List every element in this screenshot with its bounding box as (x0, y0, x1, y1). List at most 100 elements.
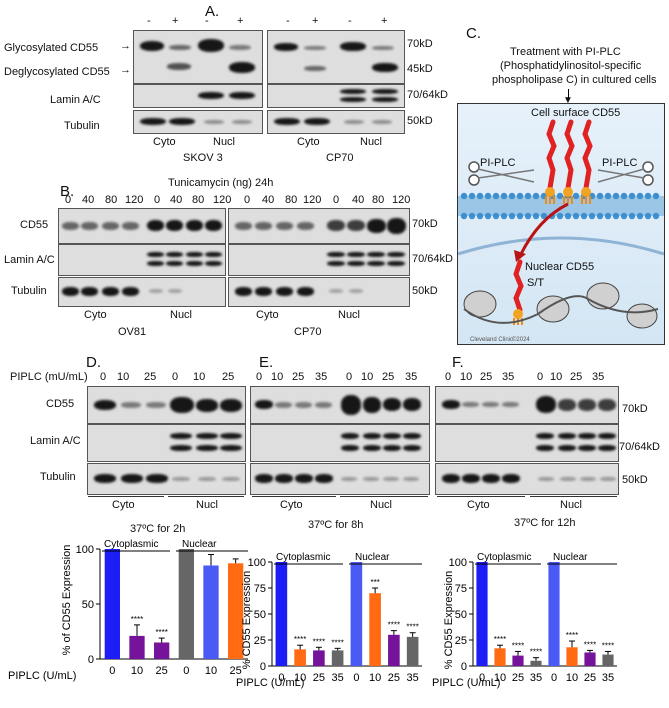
dose-label: 10 (193, 371, 206, 383)
row-label-lamin: Lamin A/C (4, 254, 55, 266)
row-label-tubulin: Tubulin (64, 120, 100, 132)
dose-label: 80 (372, 194, 385, 206)
significance-label: **** (530, 648, 542, 657)
significance-label: **** (331, 638, 343, 647)
x-tick-label: 10 (494, 672, 506, 684)
dose-label: 120 (213, 194, 232, 206)
significance-label: **** (294, 635, 306, 644)
tunicamycin-header: Tunicamycin (ng) (168, 177, 252, 189)
dose-label: 35 (502, 371, 515, 383)
significance-label: **** (584, 640, 596, 649)
fraction-label: Cyto (256, 309, 279, 321)
x-tick-label: 10 (566, 672, 578, 684)
bar (388, 634, 400, 666)
bar (331, 650, 344, 666)
mw-label: 70kD (407, 38, 433, 50)
bar (494, 648, 506, 666)
bar (548, 562, 560, 666)
fraction-label: Nucl (370, 499, 393, 511)
dose-label: 40 (82, 194, 95, 206)
x-tick-label: 10 (294, 672, 306, 684)
y-tick-label: 100 (76, 544, 94, 556)
cell-line-label: CP70 (326, 152, 354, 164)
dose-label: 120 (392, 194, 411, 206)
fraction-label: Nucl (170, 309, 193, 321)
dose-label: 10 (361, 371, 374, 383)
group-label-nuclear: Nuclear (355, 552, 390, 563)
bar (584, 652, 596, 666)
dose-label: 0 (445, 371, 452, 383)
dose-label: 10 (117, 371, 130, 383)
significance-label: **** (388, 621, 400, 630)
dose-label: 80 (285, 194, 298, 206)
significance-label: *** (370, 578, 379, 587)
fraction-label: Cyto (84, 309, 107, 321)
dose-label: 40 (170, 194, 183, 206)
x-tick-label: 0 (278, 672, 284, 684)
bar (203, 565, 219, 659)
treatment-title: Treatment with PI-PLC (510, 46, 621, 58)
x-tick-label: 35 (332, 672, 344, 684)
blot-d-lamin (87, 424, 246, 462)
blot-e-tubulin (250, 463, 430, 495)
dose-label: 0 (537, 371, 544, 383)
blot-b-cd55-right (228, 208, 410, 244)
x-tick-label: 25 (388, 672, 400, 684)
significance-label: **** (494, 635, 506, 644)
bar (154, 642, 170, 659)
x-tick-label: 35 (407, 672, 419, 684)
blot-a-cd55-right (267, 30, 405, 84)
treatment-title: phospholipase C) in cultured cells (492, 74, 657, 86)
y-tick-label: 25 (455, 635, 467, 647)
x-axis-label: PIPLC (U/mL) (8, 670, 76, 682)
blot-b-lamin-left (58, 244, 226, 276)
enzyme-label: PI-PLC (602, 157, 638, 169)
mw-label: 70/64kD (407, 89, 448, 101)
blot-e-lamin (250, 424, 430, 462)
fraction-label: Nucl (338, 309, 361, 321)
blot-f-tubulin (435, 463, 619, 495)
panel-label-f: F. (452, 354, 464, 371)
x-axis-label: PIPLC (U/mL) (432, 677, 500, 689)
y-tick-label: 25 (254, 635, 266, 647)
dose-label: 40 (262, 194, 275, 206)
bar (178, 549, 194, 659)
blot-a-tubulin-right (267, 110, 405, 134)
fraction-label: Cyto (467, 499, 490, 511)
lane-label: + (381, 15, 388, 27)
dose-label: 0 (333, 194, 340, 206)
dose-label: 35 (315, 371, 328, 383)
group-label-cytoplasmic: Cytoplasmic (477, 552, 531, 563)
y-tick-label: 50 (254, 609, 266, 621)
dose-label: 35 (405, 371, 418, 383)
y-tick-label: 0 (260, 661, 266, 673)
lane-label: + (312, 15, 319, 27)
y-tick-label: 75 (455, 583, 467, 595)
y-axis-label: % CD55 Expression (443, 571, 455, 669)
bar (530, 660, 542, 666)
x-tick-label: 25 (512, 672, 524, 684)
fraction-label: Cyto (280, 499, 303, 511)
cell-line-label: CP70 (294, 326, 322, 338)
dose-label: 25 (144, 371, 157, 383)
row-label-lamin: Lamin A/C (30, 435, 81, 447)
x-tick-label: 0 (183, 665, 189, 677)
st-label: S/T (527, 277, 545, 289)
condition-label: 37ºC for 8h (308, 519, 364, 531)
fraction-label: Nucl (213, 136, 236, 148)
treatment-time: 24h (255, 177, 274, 189)
dose-label: 0 (100, 371, 107, 383)
blot-b-lamin-right (228, 244, 410, 276)
lane-label: - (147, 15, 151, 27)
dose-label: 0 (154, 194, 161, 206)
mw-label: 70/64kD (412, 253, 453, 265)
x-tick-label: 10 (205, 665, 217, 677)
panel-label-a: A. (205, 3, 220, 20)
x-tick-label: 35 (530, 672, 542, 684)
dose-label: 80 (105, 194, 118, 206)
group-label-cytoplasmic: Cytoplasmic (276, 552, 330, 563)
x-tick-label: 35 (602, 672, 614, 684)
significance-label: **** (566, 631, 578, 640)
bar (294, 649, 306, 666)
